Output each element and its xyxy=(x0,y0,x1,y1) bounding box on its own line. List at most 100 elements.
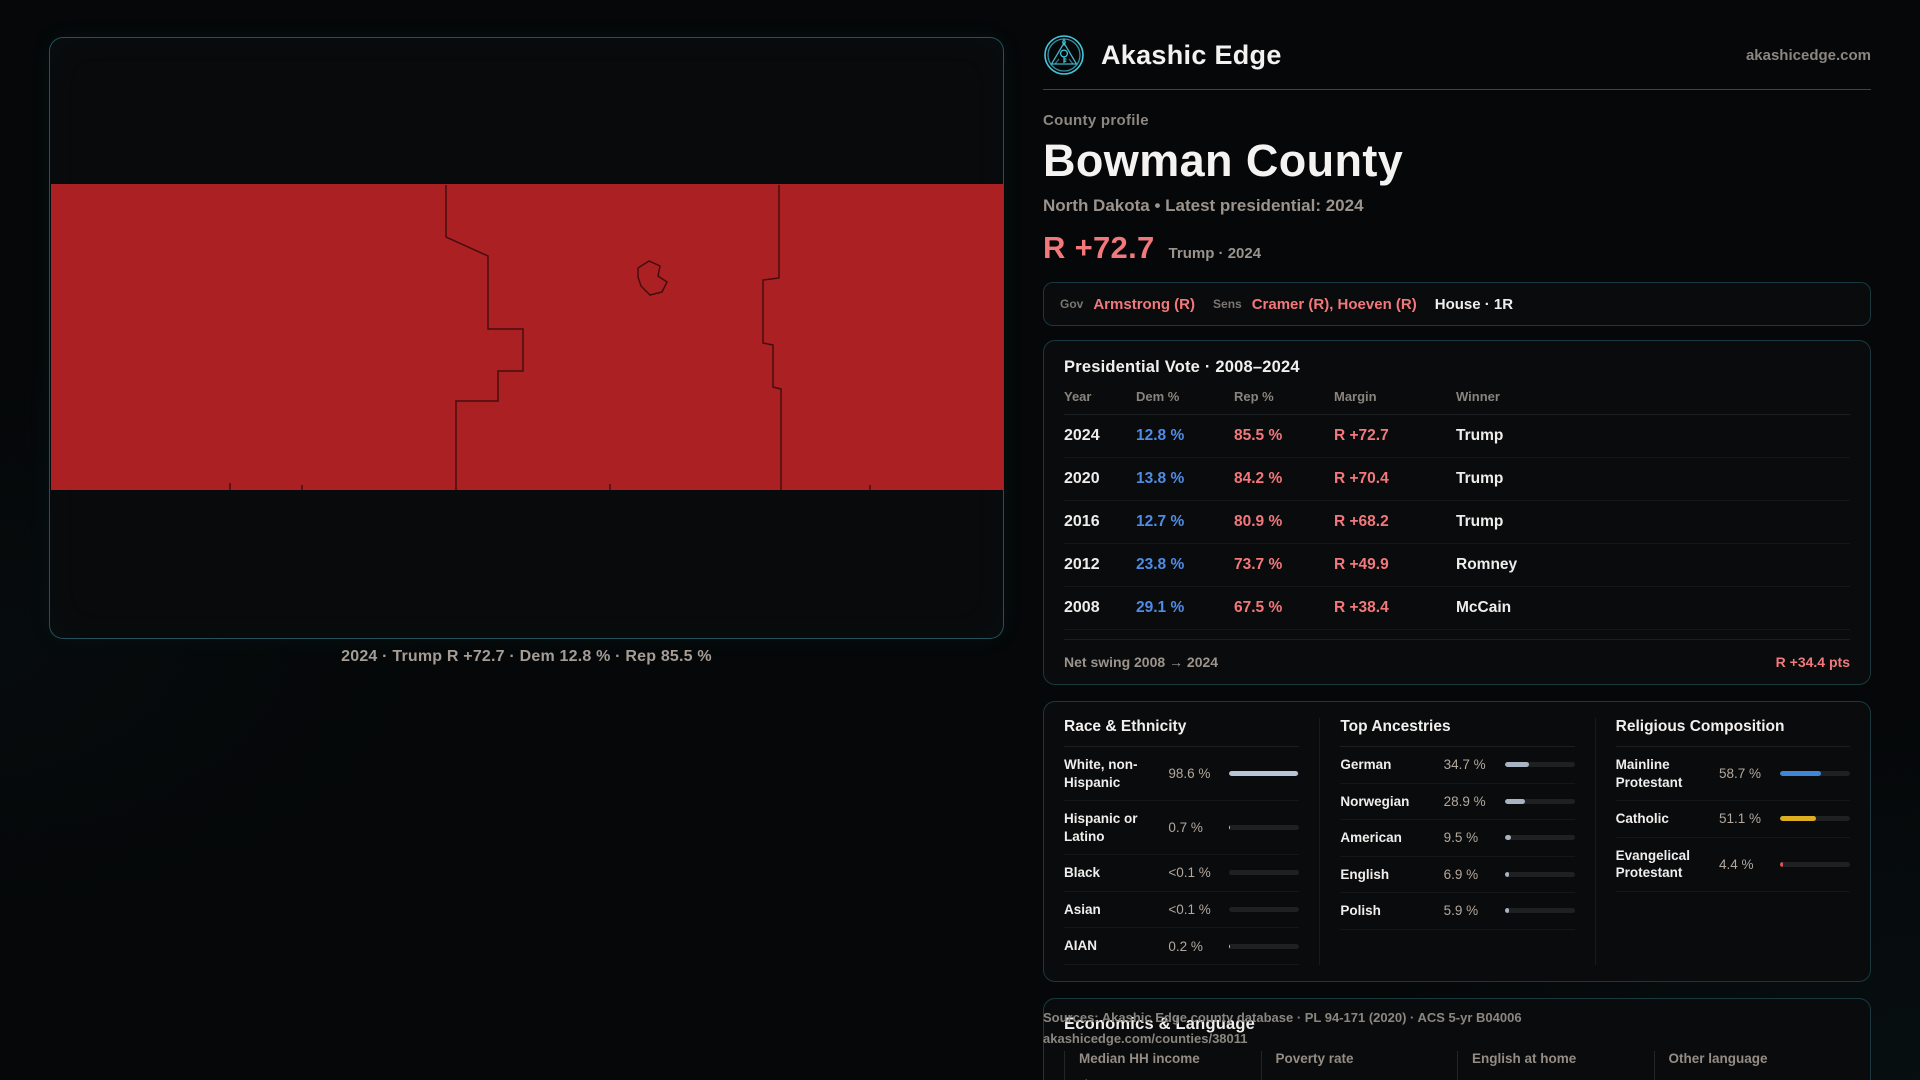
stat-label: Median HH income xyxy=(1079,1050,1200,1066)
demo-value: 5.9 % xyxy=(1443,903,1479,919)
demo-bar-fill xyxy=(1504,835,1512,841)
demo-bar-track xyxy=(1229,907,1300,912)
profile-url[interactable]: akashicedge.com/counties/38011 xyxy=(1043,1028,1871,1049)
demo-label: German xyxy=(1340,757,1392,772)
econ-title: Economics & Language xyxy=(1064,1014,1256,1033)
economics-language-card: Economics & Language Median HH income $7… xyxy=(1043,997,1871,1080)
county-map-canvas[interactable] xyxy=(50,38,1004,639)
demo-row: Hispanic or Latino 0.7 % xyxy=(1064,801,1300,856)
margin-headline: R +72.7 Trump · 2024 xyxy=(1043,230,1871,266)
rep-pct-cell: 80.9 % xyxy=(1234,513,1283,530)
brand-name: Akashic Edge xyxy=(1101,39,1282,70)
source-line: Sources: Akashic Edge county database · … xyxy=(1043,1010,1522,1025)
map-caption: 2024 · Trump R +72.7 · Dem 12.8 % · Rep … xyxy=(341,648,712,665)
winner-cell: Trump xyxy=(1456,513,1504,530)
demo-value: 0.7 % xyxy=(1168,820,1203,836)
county-shape[interactable] xyxy=(51,184,1004,490)
demo-row: White, non-Hispanic 98.6 % xyxy=(1064,747,1300,802)
column-header: Winner xyxy=(1456,389,1500,404)
demo-value: <0.1 % xyxy=(1168,902,1211,917)
margin-cell: R +72.7 xyxy=(1334,427,1389,444)
demo-row: Catholic 51.1 % xyxy=(1615,801,1850,838)
demo-value: 34.7 % xyxy=(1443,757,1486,773)
house-value: House · 1R xyxy=(1434,295,1514,313)
ancestry-rows: German 34.7 % Norwegian 28.9 % American … xyxy=(1340,747,1575,930)
margin-cell: R +70.4 xyxy=(1334,470,1389,487)
profile-eyebrow: County profile xyxy=(1043,112,1149,129)
demo-bar-fill xyxy=(1504,871,1510,877)
demo-row: Norwegian 28.9 % xyxy=(1340,784,1575,821)
demographics-card: Race & Ethnicity White, non-Hispanic 98.… xyxy=(1043,701,1871,982)
demo-value: 51.1 % xyxy=(1719,811,1762,827)
page-title: Bowman County xyxy=(1043,135,1404,186)
margin-cell: R +38.4 xyxy=(1334,599,1389,616)
panel-title: Top Ancestries xyxy=(1340,718,1575,747)
county-map-card xyxy=(49,37,1004,639)
demo-value: 28.9 % xyxy=(1443,793,1486,809)
dem-pct-cell: 12.7 % xyxy=(1136,513,1185,530)
year-cell: 2020 xyxy=(1064,470,1100,487)
demo-row: Asian <0.1 % xyxy=(1064,892,1300,929)
demo-row: Polish 5.9 % xyxy=(1340,893,1575,930)
pres-vote-row: 2020 13.8 % 84.2 % R +70.4 Trump xyxy=(1064,458,1850,501)
column-header: Dem % xyxy=(1136,389,1180,404)
page-subtitle: North Dakota • Latest presidential: 2024 xyxy=(1043,196,1364,215)
site-link[interactable]: akashicedge.com xyxy=(1745,46,1871,64)
winner-cell: Trump xyxy=(1456,470,1504,487)
demo-value: 58.7 % xyxy=(1719,766,1762,782)
demo-row: Black <0.1 % xyxy=(1064,855,1300,892)
demo-bar-track xyxy=(1504,798,1575,804)
margin-cell: R +68.2 xyxy=(1334,513,1389,530)
header-divider xyxy=(1043,89,1871,90)
religion-rows: Mainline Protestant 58.7 % Catholic 51.1… xyxy=(1615,747,1850,892)
pres-vote-row: 2012 23.8 % 73.7 % R +49.9 Romney xyxy=(1064,544,1850,587)
page-footer: Sources: Akashic Edge county database · … xyxy=(1043,1007,1871,1049)
pres-vote-rows: 2024 12.8 % 85.5 % R +72.7 Trump 2020 13… xyxy=(1064,415,1850,630)
demo-label: Evangelical Protestant xyxy=(1615,847,1690,881)
demo-row: American 9.5 % xyxy=(1340,820,1575,857)
stat-label: English at home xyxy=(1472,1050,1577,1066)
demo-bar-track xyxy=(1229,825,1300,831)
net-swing-label: Net swing 2008 → 2024 xyxy=(1064,654,1219,670)
dem-pct-cell: 13.8 % xyxy=(1136,470,1185,487)
demo-bar-fill xyxy=(1504,762,1529,768)
margin-cell: R +49.9 xyxy=(1334,556,1389,573)
column-header: Rep % xyxy=(1234,389,1274,404)
demo-bar-fill xyxy=(1229,771,1299,777)
pres-vote-row: 2024 12.8 % 85.5 % R +72.7 Trump xyxy=(1064,415,1850,458)
econ-stat: Other language 5.6 % xyxy=(1653,1050,1851,1080)
stat-value: $71,094 xyxy=(1079,1075,1261,1080)
profile-url-link[interactable]: akashicedge.com/counties/38011 xyxy=(1043,1031,1248,1047)
demo-bar-fill xyxy=(1504,798,1525,804)
stat-value: 98.4 % xyxy=(1472,1075,1654,1080)
winner-cell: McCain xyxy=(1456,599,1512,616)
demo-value: 6.9 % xyxy=(1443,866,1479,882)
officials-bar: Gov Armstrong (R) Sens Cramer (R), Hoeve… xyxy=(1043,282,1871,326)
winner-cell: Romney xyxy=(1456,556,1518,573)
dem-pct-cell: 12.8 % xyxy=(1136,427,1185,444)
demo-label: White, non-Hispanic xyxy=(1064,757,1138,790)
dem-pct-cell: 23.8 % xyxy=(1136,556,1185,573)
stat-value: 9.0 % xyxy=(1276,1075,1458,1080)
demo-label: Hispanic or Latino xyxy=(1064,811,1138,844)
demo-label: Norwegian xyxy=(1340,793,1410,809)
panel-title: Race & Ethnicity xyxy=(1064,718,1300,747)
site-header: Akashic Edge akashicedge.com xyxy=(1043,0,1871,76)
econ-stats: Median HH income $71,094 Poverty rate 9.… xyxy=(1064,1050,1851,1080)
demo-bar-track xyxy=(1780,771,1850,777)
demo-bar-track xyxy=(1229,870,1300,876)
demo-bar-track xyxy=(1229,771,1300,777)
race-rows: White, non-Hispanic 98.6 % Hispanic or L… xyxy=(1064,747,1300,965)
demo-label: Mainline Protestant xyxy=(1615,757,1683,790)
pres-vote-row: 2016 12.7 % 80.9 % R +68.2 Trump xyxy=(1064,501,1850,544)
demo-bar-fill xyxy=(1504,908,1509,914)
religious-composition-panel: Religious Composition Mainline Protestan… xyxy=(1594,718,1870,965)
econ-stat: English at home 98.4 % xyxy=(1457,1050,1654,1080)
demo-value: <0.1 % xyxy=(1168,865,1211,881)
stat-label: Poverty rate xyxy=(1275,1050,1354,1066)
demo-label: American xyxy=(1340,830,1402,846)
sens-label: Sens xyxy=(1213,297,1242,311)
demo-bar-track xyxy=(1504,871,1575,877)
county-profile-panel: Akashic Edge akashicedge.com County prof… xyxy=(1043,0,1871,1080)
column-header: Margin xyxy=(1334,389,1377,404)
